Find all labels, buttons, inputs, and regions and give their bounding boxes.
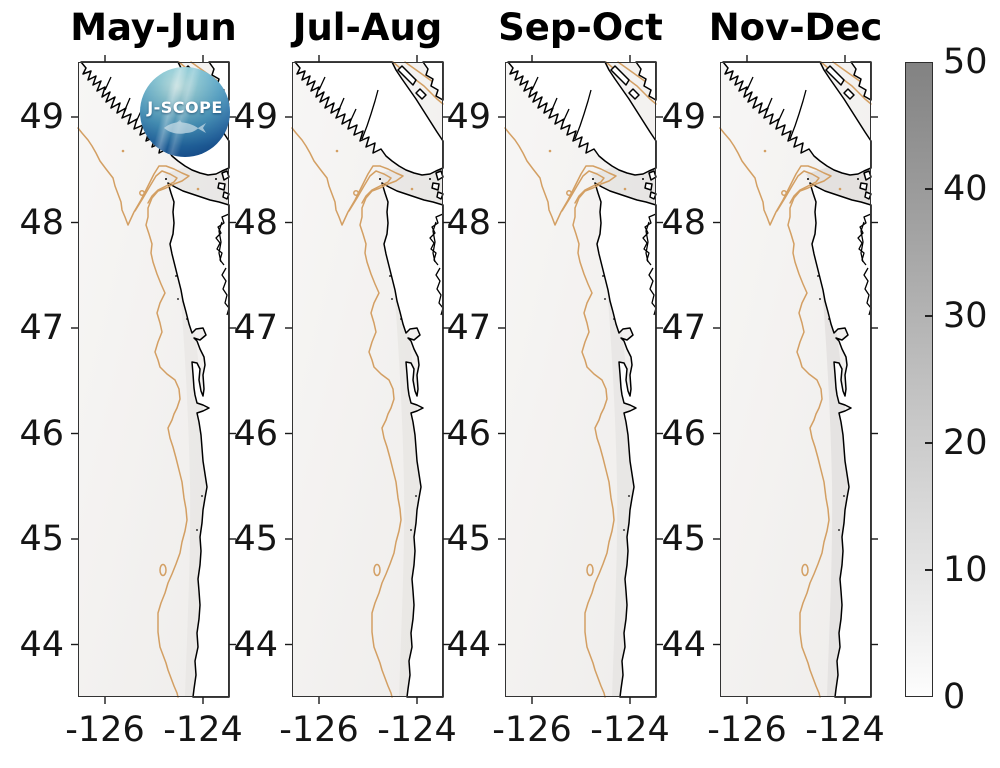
- panel-title-jul-aug: Jul-Aug: [292, 6, 443, 49]
- map-canvas: [498, 55, 663, 704]
- panel-title-may-jun: May-Jun: [70, 6, 237, 49]
- lat-tick-label: 46: [661, 413, 706, 454]
- colorbar-tick-label: 10: [943, 550, 988, 590]
- colorbar-tick-label: 50: [943, 42, 988, 82]
- colorbar: [905, 62, 933, 697]
- lon-tick-label: -126: [492, 710, 572, 750]
- colorbar-tick: [925, 188, 933, 190]
- lat-tick-label: 46: [233, 413, 278, 454]
- lat-tick-label: 48: [446, 202, 491, 243]
- lat-tick-label: 49: [19, 97, 64, 137]
- map-canvas: [71, 55, 236, 704]
- lat-tick-label: 46: [19, 413, 64, 454]
- lat-tick-label: 49: [446, 97, 491, 137]
- lat-tick-label: 47: [233, 308, 278, 348]
- lat-tick-label: 48: [19, 202, 64, 243]
- lat-tick-label: 46: [446, 413, 491, 454]
- jscope-logo-text: J-SCOPE: [147, 98, 223, 117]
- colorbar-tick: [925, 315, 933, 317]
- panel-title-nov-dec: Nov-Dec: [708, 6, 883, 49]
- colorbar-tick: [925, 442, 933, 444]
- panel-border: [292, 62, 443, 697]
- map-panel-nov-dec: [713, 55, 878, 704]
- map-canvas: [285, 55, 450, 704]
- lon-tick-label: -126: [279, 710, 359, 750]
- lat-tick-label: 48: [661, 202, 706, 243]
- map-panel-jul-aug: [285, 55, 450, 704]
- lon-tick-label: -126: [707, 710, 787, 750]
- lat-tick-label: 44: [233, 624, 278, 665]
- lat-tick-label: 44: [19, 624, 64, 665]
- lat-tick-label: 45: [661, 519, 706, 559]
- colorbar-gradient: [906, 63, 932, 696]
- panel-border: [78, 62, 229, 697]
- lat-tick-label: 47: [661, 308, 706, 348]
- panel-border: [505, 62, 656, 697]
- lat-tick-label: 44: [661, 624, 706, 665]
- colorbar-tick-label: 0: [943, 677, 966, 717]
- lat-tick-label: 45: [446, 519, 491, 559]
- lon-tick-label: -124: [590, 710, 670, 750]
- colorbar-tick-label: 20: [943, 423, 988, 463]
- panel-border: [720, 62, 871, 697]
- lon-tick-label: -124: [377, 710, 457, 750]
- colorbar-tick-label: 40: [943, 169, 988, 209]
- colorbar-tick: [925, 569, 933, 571]
- map-panel-may-jun: J-SCOPE: [71, 55, 236, 704]
- map-panel-sep-oct: [498, 55, 663, 704]
- lat-tick-label: 48: [233, 202, 278, 243]
- lat-tick-label: 49: [233, 97, 278, 137]
- jscope-fish-icon: [164, 120, 206, 134]
- map-canvas: [713, 55, 878, 704]
- lat-tick-label: 45: [19, 519, 64, 559]
- lon-tick-label: -126: [65, 710, 145, 750]
- lat-tick-label: 49: [661, 97, 706, 137]
- lon-tick-label: -124: [163, 710, 243, 750]
- panel-title-sep-oct: Sep-Oct: [498, 6, 663, 49]
- lat-tick-label: 44: [446, 624, 491, 665]
- jscope-logo: J-SCOPE: [140, 67, 230, 157]
- lat-tick-label: 45: [233, 519, 278, 559]
- lat-tick-label: 47: [446, 308, 491, 348]
- colorbar-tick-label: 30: [943, 296, 988, 336]
- lat-tick-label: 47: [19, 308, 64, 348]
- lon-tick-label: -124: [805, 710, 885, 750]
